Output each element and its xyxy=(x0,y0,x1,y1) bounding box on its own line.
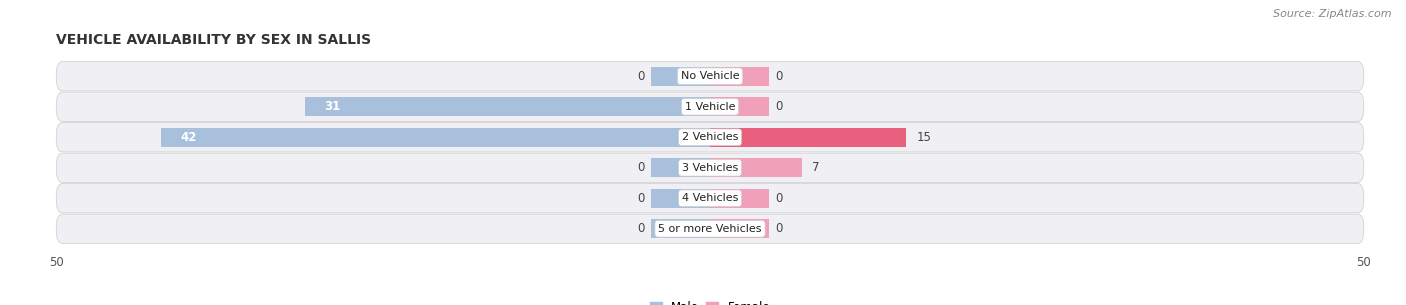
Text: 3 Vehicles: 3 Vehicles xyxy=(682,163,738,173)
Legend: Male, Female: Male, Female xyxy=(645,296,775,305)
Bar xyxy=(710,128,905,147)
FancyBboxPatch shape xyxy=(56,214,1364,243)
Text: 42: 42 xyxy=(180,131,197,144)
FancyBboxPatch shape xyxy=(56,184,1364,213)
Text: 4 Vehicles: 4 Vehicles xyxy=(682,193,738,203)
Text: 0: 0 xyxy=(776,70,783,83)
Bar xyxy=(710,97,769,116)
Bar xyxy=(710,67,769,86)
FancyBboxPatch shape xyxy=(56,123,1364,152)
FancyBboxPatch shape xyxy=(56,92,1364,121)
Text: 0: 0 xyxy=(637,161,644,174)
Text: 0: 0 xyxy=(637,222,644,235)
Text: 0: 0 xyxy=(776,100,783,113)
Bar xyxy=(651,219,710,238)
Bar xyxy=(710,219,769,238)
Text: 0: 0 xyxy=(776,222,783,235)
Bar xyxy=(651,158,710,177)
FancyBboxPatch shape xyxy=(56,153,1364,182)
Text: 0: 0 xyxy=(776,192,783,205)
Text: 7: 7 xyxy=(813,161,820,174)
Text: 15: 15 xyxy=(917,131,932,144)
Text: No Vehicle: No Vehicle xyxy=(681,71,740,81)
Text: Source: ZipAtlas.com: Source: ZipAtlas.com xyxy=(1274,9,1392,19)
Bar xyxy=(651,189,710,208)
Bar xyxy=(710,189,769,208)
Bar xyxy=(160,128,710,147)
Text: 0: 0 xyxy=(637,70,644,83)
Bar xyxy=(710,158,801,177)
Text: 1 Vehicle: 1 Vehicle xyxy=(685,102,735,112)
Text: 31: 31 xyxy=(325,100,340,113)
Text: 0: 0 xyxy=(637,192,644,205)
Text: 2 Vehicles: 2 Vehicles xyxy=(682,132,738,142)
FancyBboxPatch shape xyxy=(56,62,1364,91)
Bar xyxy=(651,67,710,86)
Text: 5 or more Vehicles: 5 or more Vehicles xyxy=(658,224,762,234)
Bar xyxy=(305,97,710,116)
Text: VEHICLE AVAILABILITY BY SEX IN SALLIS: VEHICLE AVAILABILITY BY SEX IN SALLIS xyxy=(56,33,371,47)
